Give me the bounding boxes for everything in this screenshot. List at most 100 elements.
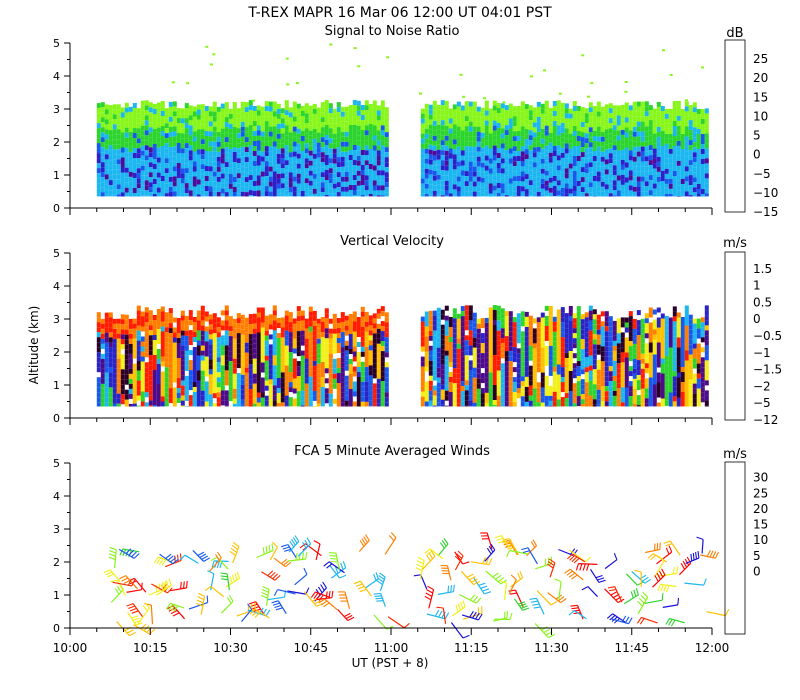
- data-cell: [364, 326, 369, 332]
- data-cell: [168, 126, 173, 132]
- data-cell: [640, 176, 645, 182]
- data-cell: [384, 377, 389, 383]
- data-cell: [452, 179, 457, 185]
- data-cell: [204, 166, 209, 171]
- data-cell: [288, 337, 293, 343]
- data-cell: [604, 109, 609, 115]
- data-cell: [252, 121, 257, 126]
- data-cell: [312, 385, 317, 391]
- data-cell: [492, 110, 497, 116]
- data-cell: [360, 140, 365, 145]
- data-cell: [256, 367, 261, 373]
- data-cell: [672, 101, 677, 106]
- data-cell: [216, 327, 221, 333]
- data-cell: [380, 381, 385, 387]
- data-cell: [296, 118, 301, 124]
- data-cell: [112, 403, 117, 407]
- data-cell: [336, 358, 341, 363]
- data-cell: [648, 130, 653, 136]
- data-cell: [508, 346, 513, 352]
- data-cell: [316, 398, 321, 404]
- data-cell: [464, 146, 469, 152]
- data-cell: [468, 405, 473, 407]
- data-cell: [288, 332, 293, 338]
- data-cell: [560, 322, 565, 328]
- data-cell: [212, 116, 217, 122]
- data-cell: [116, 184, 121, 190]
- data-cell: [600, 141, 605, 147]
- data-cell: [424, 336, 429, 342]
- data-cell: [148, 167, 153, 173]
- data-cell: [424, 173, 429, 179]
- data-cell: [488, 322, 493, 328]
- data-cell: [608, 163, 613, 169]
- data-cell: [172, 402, 177, 407]
- data-cell: [196, 355, 201, 361]
- data-cell: [112, 104, 117, 110]
- data-cell: [492, 145, 497, 151]
- data-cell: [244, 362, 249, 368]
- data-cell: [464, 375, 469, 381]
- data-cell: [204, 346, 209, 352]
- data-cell: [264, 400, 269, 406]
- data-cell: [424, 331, 429, 337]
- data-cell: [220, 128, 225, 134]
- data-cell: [256, 397, 261, 403]
- data-cell: [236, 328, 241, 334]
- data-cell: [612, 105, 617, 111]
- data-cell: [276, 178, 281, 184]
- data-cell: [428, 380, 433, 386]
- data-cell: [120, 152, 125, 158]
- data-cell: [232, 363, 237, 369]
- data-cell: [308, 155, 313, 161]
- data-cell: [172, 327, 177, 333]
- data-cell: [520, 341, 525, 347]
- data-cell: [504, 160, 509, 166]
- data-cell: [552, 186, 557, 191]
- data-cell: [224, 112, 229, 118]
- data-cell: [352, 155, 357, 160]
- data-cell: [368, 355, 373, 361]
- data-cell: [664, 123, 669, 129]
- data-cell: [504, 145, 509, 151]
- data-cell: [208, 176, 213, 182]
- data-cell: [204, 136, 209, 141]
- data-cell: [108, 105, 113, 111]
- data-cell: [584, 392, 589, 398]
- data-cell: [300, 141, 305, 146]
- data-cell: [464, 395, 469, 401]
- data-cell: [592, 136, 597, 141]
- data-cell: [276, 153, 281, 159]
- data-cell: [352, 150, 357, 155]
- data-cell: [436, 342, 441, 348]
- data-cell: [696, 119, 701, 124]
- data-cell: [636, 141, 641, 147]
- data-cell: [156, 157, 161, 163]
- data-cell: [272, 350, 277, 356]
- data-cell: [160, 191, 165, 196]
- data-cell: [296, 108, 301, 114]
- data-cell: [532, 117, 537, 123]
- data-cell: [460, 366, 465, 372]
- data-cell: [656, 161, 661, 167]
- data-cell: [484, 145, 489, 151]
- data-cell: [464, 340, 469, 346]
- data-cell: [556, 404, 561, 407]
- data-cell: [160, 141, 165, 146]
- data-cell: [536, 337, 541, 343]
- data-cell: [212, 131, 217, 137]
- data-cell: [356, 160, 361, 166]
- data-cell: [464, 315, 469, 321]
- data-cell: [548, 310, 553, 316]
- data-cell: [536, 327, 541, 333]
- data-cell: [524, 119, 529, 125]
- data-cell: [704, 108, 709, 114]
- data-cell: [308, 386, 313, 392]
- data-cell: [428, 189, 433, 195]
- data-cell: [124, 314, 129, 320]
- data-cell: [340, 367, 345, 373]
- data-cell: [572, 186, 577, 191]
- data-cell: [324, 105, 329, 110]
- data-cell: [140, 105, 145, 111]
- data-cell: [368, 159, 373, 164]
